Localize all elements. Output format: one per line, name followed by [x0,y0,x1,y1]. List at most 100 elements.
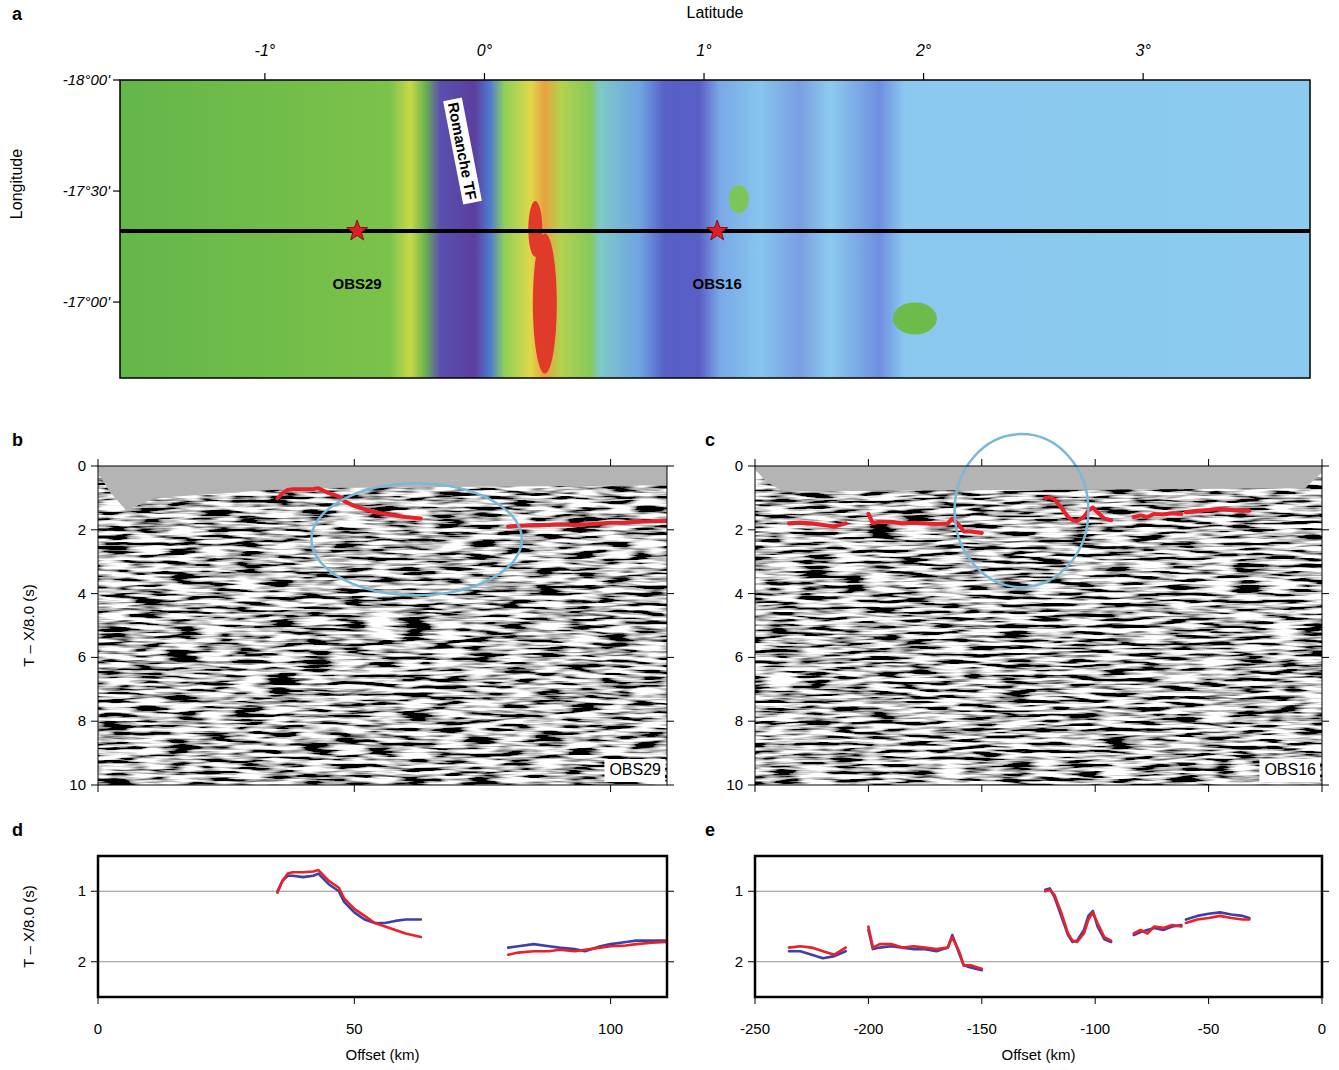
tick-label: -100 [1080,1020,1110,1037]
axis-title: Offset (km) [346,1046,420,1063]
tick [1322,721,1329,722]
tick [354,997,355,1004]
tick [981,785,982,792]
tick [98,459,99,466]
bathymetry [120,80,1310,378]
bathy-high [729,185,749,213]
frame [98,856,667,997]
tick-label: 1 [78,882,86,899]
record-section [98,466,667,785]
axis-title: Offset (km) [1002,1046,1076,1063]
tick [868,459,869,466]
tick-label: 1° [696,42,712,59]
series-group [789,888,1249,970]
tick [667,961,674,962]
tick [98,997,99,1004]
tick [981,997,982,1004]
tick [1322,593,1329,594]
tick [91,961,98,962]
tick [1095,997,1096,1004]
panel-letter: a [12,4,23,24]
tick [1322,529,1329,530]
tick [667,529,674,530]
frame [755,466,1322,785]
highlight-ellipse [955,434,1089,587]
station-name: OBS29 [609,761,661,778]
tick [748,593,755,594]
station-box: OBS16 [1259,759,1320,782]
frame [98,466,667,785]
picks-line [789,497,1249,533]
grid-line [98,961,667,962]
picks-line [789,888,1249,970]
plot-panel: 05010012T – X/8.0 (s)Offset (km)d [12,820,674,1063]
figure: OBS29OBS16Romanche TF-1°0°1°2°3°-18°00'-… [0,0,1339,1070]
tick-label: -1° [255,42,276,59]
tick [98,785,99,792]
tick-label: 6 [735,648,743,665]
tick-label: -250 [740,1020,770,1037]
tick [1322,997,1323,1004]
tick [610,459,611,466]
tick [610,785,611,792]
tick [91,785,98,786]
grid-line [755,961,1322,962]
station-name: OBS16 [1264,761,1316,778]
tick [113,79,120,80]
tick [113,301,120,302]
tick [868,997,869,1004]
tick [703,73,704,80]
tick-label: -150 [967,1020,997,1037]
station-star [707,220,728,240]
tick-label: 2° [915,42,932,59]
station-box-bg [1259,759,1320,782]
picks-line [277,870,667,955]
tick-label: 0° [477,42,493,59]
tick [755,459,756,466]
plot-panel: 0246810OBS29T – X/8.0 (s)b [12,430,674,793]
axis-title: T – X/8.0 (s) [20,885,37,967]
tick [1322,459,1323,466]
station-star [347,220,368,240]
tick [667,785,674,786]
tick [667,891,674,892]
tick [354,459,355,466]
tick [91,721,98,722]
tick [748,891,755,892]
map-content [120,80,1310,378]
plot-bg [755,856,1322,997]
tick-label: 3° [1135,42,1151,59]
tick-label: 2 [78,521,86,538]
tick [91,466,98,467]
tick [1208,785,1209,792]
tick [667,466,674,467]
panel-letter: b [12,430,23,450]
tick-label: 10 [69,776,86,793]
tick [748,657,755,658]
tick-label: 4 [735,585,743,602]
tick [748,466,755,467]
series-group [277,488,667,526]
water-zone [98,466,667,511]
grid-line [98,891,667,892]
tick-label: 2 [78,953,86,970]
panel-letter: c [705,430,715,450]
tick [1208,459,1209,466]
axis-title: Latitude [687,4,744,21]
tick-label: 2 [735,521,743,538]
tick [667,721,674,722]
tick [1322,891,1329,892]
plot-panel: 0246810OBS16c [705,430,1329,793]
frame [120,80,1310,378]
tick [748,961,755,962]
tick [1322,785,1329,786]
tick-label: 0 [1318,1020,1326,1037]
seismic-traces [755,466,1322,785]
tick-label: 0 [94,1020,102,1037]
seamount [893,302,937,334]
picks-line [277,488,667,526]
tick [113,190,120,191]
tick [1322,961,1329,962]
tick [868,785,869,792]
series-group [277,870,667,955]
